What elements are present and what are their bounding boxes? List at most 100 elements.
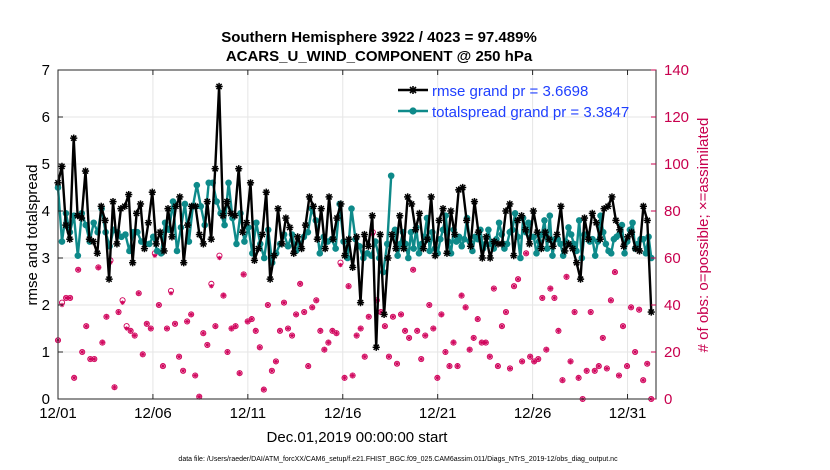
obs-assimilated-point: [176, 354, 182, 359]
obs-possible-point: [289, 332, 296, 339]
obs-possible-point: [280, 299, 288, 306]
rmse-point: [286, 223, 294, 232]
spread-segment2-point: [391, 226, 399, 234]
spread-point: [284, 242, 292, 250]
obs-assimilated-point: [140, 352, 145, 357]
obs-possible-point: [361, 353, 368, 360]
obs-assimilated-point: [406, 335, 412, 341]
obs-possible-point: [539, 294, 546, 302]
obs-assimilated-point: [132, 333, 137, 338]
obs-possible-point: [393, 360, 401, 367]
obs-possible-point: [498, 323, 505, 330]
obs-possible-point: [276, 327, 284, 334]
obs-possible-point: [397, 311, 405, 318]
obs-assimilated-point: [229, 326, 234, 331]
y-tick-label-left: 6: [42, 109, 50, 126]
spread-segment2-point: [517, 254, 524, 262]
rmse-point: [584, 235, 592, 243]
obs-possible-point: [611, 269, 618, 276]
rmse-point: [250, 256, 259, 264]
obs-assimilated-point: [63, 295, 69, 301]
obs-possible-point: [147, 325, 154, 332]
obs-assimilated-point: [636, 307, 642, 312]
obs-assimilated-point: [612, 269, 618, 275]
spread-point: [253, 219, 260, 227]
spread-point: [74, 252, 82, 259]
obs-assimilated-point: [168, 291, 174, 296]
obs-assimilated-point: [564, 274, 569, 279]
spread-segment2-point: [567, 231, 575, 238]
obs-possible-point: [644, 360, 651, 367]
obs-assimilated-point: [568, 359, 573, 364]
rmse-point: [616, 226, 624, 234]
y-tick-label-right: 0: [664, 391, 672, 408]
rmse-point: [356, 299, 365, 307]
obs-possible-point: [466, 346, 473, 353]
obs-assimilated-point: [439, 312, 444, 317]
obs-assimilated-point: [362, 354, 367, 359]
y-tick-label-right: 40: [664, 297, 681, 314]
rmse-point: [502, 207, 510, 215]
spread-segment2-point: [557, 240, 564, 248]
obs-assimilated-point: [624, 363, 630, 369]
obs-possible-point: [317, 327, 324, 334]
rmse-point: [184, 221, 192, 229]
rmse-point: [207, 235, 215, 243]
rmse-point: [447, 207, 455, 215]
plot-frame: [57, 69, 657, 400]
spread-point: [193, 181, 201, 189]
obs-possible-point: [212, 323, 219, 330]
chart-title-line1: Southern Hemisphere 3922 / 4023 = 97.489…: [221, 29, 537, 46]
obs-assimilated-point: [326, 340, 331, 345]
rmse-point: [470, 198, 479, 206]
rmse-point: [392, 245, 400, 253]
rmse-point: [211, 165, 219, 173]
obs-assimilated-point: [503, 309, 509, 315]
obs-assimilated-point: [245, 319, 250, 324]
obs-assimilated-point: [217, 255, 222, 261]
obs-possible-point: [422, 332, 429, 339]
rmse-point: [596, 235, 604, 243]
rmse-point: [545, 235, 553, 243]
obs-possible-point: [180, 367, 187, 374]
obs-possible-point: [99, 339, 106, 346]
rmse-point: [549, 242, 557, 250]
obs-assimilated-point: [483, 340, 488, 345]
obs-assimilated-point: [394, 361, 400, 366]
obs-possible-point: [418, 355, 425, 363]
rmse-point: [325, 193, 333, 201]
obs-possible-point: [615, 372, 623, 379]
obs-assimilated-point: [410, 267, 416, 272]
rmse-point: [439, 205, 447, 213]
obs-possible-point: [188, 311, 195, 318]
spread-point: [348, 205, 355, 212]
obs-possible-point: [519, 358, 526, 365]
obs-possible-point: [268, 367, 275, 374]
rmse-point: [180, 259, 188, 267]
x-tick-label: 12/16: [324, 405, 362, 422]
obs-possible-point: [470, 334, 477, 341]
rmse-point: [400, 245, 408, 253]
rmse-point: [129, 259, 137, 267]
y-tick-label-left: 3: [42, 250, 50, 267]
obs-assimilated-point: [628, 305, 634, 310]
rmse-point: [148, 188, 156, 196]
y-tick-label-right: 140: [664, 62, 689, 79]
rmse-point: [451, 230, 459, 239]
legend-rmse-label: rmse grand pr = 3.6698: [432, 83, 588, 100]
obs-assimilated-point: [257, 345, 262, 350]
rmse-point: [152, 240, 160, 248]
rmse-point: [313, 235, 321, 243]
obs-assimilated-point: [560, 378, 565, 383]
obs-possible-point: [301, 308, 308, 316]
obs-possible-point: [333, 330, 340, 337]
rmse-point: [125, 190, 133, 199]
spread-segment2-point: [394, 252, 401, 259]
rmse-point: [132, 209, 141, 217]
obs-assimilated-point: [301, 309, 307, 315]
obs-possible-point: [163, 325, 171, 332]
obs-possible-point: [389, 313, 397, 320]
spread-point: [383, 240, 391, 248]
obs-possible-point: [632, 348, 639, 356]
rmse-point: [604, 202, 612, 210]
